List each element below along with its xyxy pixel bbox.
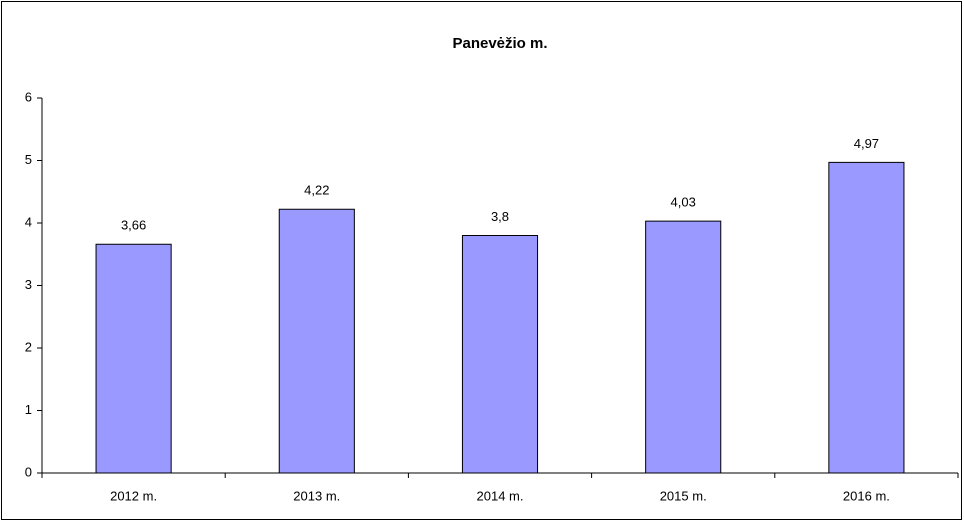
y-tick-label: 6 [25, 89, 32, 104]
y-tick-label: 3 [25, 277, 32, 292]
y-tick-label: 5 [25, 152, 32, 167]
y-tick-label: 2 [25, 339, 32, 354]
value-label: 3,8 [491, 209, 509, 224]
y-tick-label: 1 [25, 402, 32, 417]
x-tick-label: 2014 m. [477, 488, 524, 503]
value-label: 4,97 [854, 136, 879, 151]
y-tick-label: 0 [25, 464, 32, 479]
x-tick-label: 2015 m. [660, 488, 707, 503]
x-tick-label: 2012 m. [110, 488, 157, 503]
bar [461, 235, 539, 474]
chart-title: Panevėžio m. [452, 35, 547, 52]
x-tick-label: 2016 m. [843, 488, 890, 503]
bar [828, 161, 905, 474]
bar [278, 208, 355, 474]
value-label: 3,66 [121, 218, 146, 233]
bar [95, 243, 172, 474]
bar [645, 220, 722, 474]
value-label: 4,03 [671, 195, 696, 210]
value-label: 4,22 [304, 183, 329, 198]
x-tick-label: 2013 m. [293, 488, 340, 503]
y-tick-label: 4 [25, 214, 32, 229]
